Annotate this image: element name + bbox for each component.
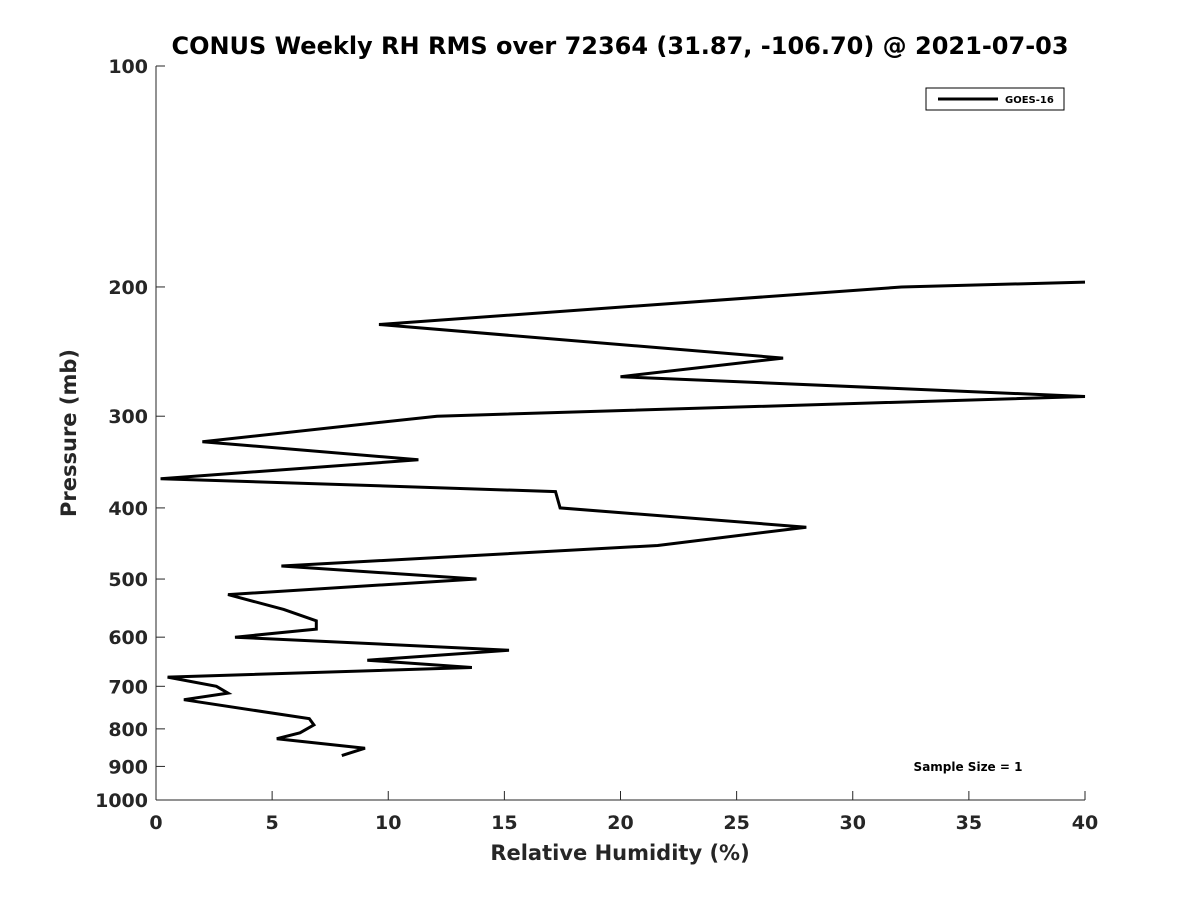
y-tick-label: 700 (108, 676, 148, 698)
y-tick-label: 1000 (95, 790, 148, 812)
x-tick-label: 0 (149, 812, 162, 834)
x-tick-label: 10 (375, 812, 401, 834)
y-tick-label: 900 (108, 756, 148, 778)
series-layer (160, 280, 1086, 758)
x-tick-label: 20 (607, 812, 633, 834)
y-tick-label: 100 (108, 56, 148, 78)
x-tick-label: 25 (723, 812, 749, 834)
y-tick-label: 600 (108, 627, 148, 649)
x-axis-label: Relative Humidity (%) (490, 841, 749, 865)
legend-label-goes-16: GOES-16 (1005, 95, 1054, 106)
y-axis-label: Pressure (mb) (57, 349, 81, 517)
legend: GOES-16 (925, 87, 1065, 111)
y-tick-label: 400 (108, 498, 148, 520)
y-tick-label: 200 (108, 277, 148, 299)
y-tick-label: 500 (108, 569, 148, 591)
sample-size-annotation: Sample Size = 1 (914, 760, 1023, 774)
x-axis-ticks: 0 5 10 15 20 25 30 35 40 (149, 791, 1098, 834)
x-tick-label: 30 (840, 812, 866, 834)
x-tick-label: 35 (956, 812, 982, 834)
x-tick-label: 5 (266, 812, 279, 834)
y-tick-label: 800 (108, 719, 148, 741)
x-tick-label: 40 (1072, 812, 1098, 834)
y-axis-ticks: 100 200 300 400 500 600 700 800 900 1000 (95, 56, 165, 812)
x-tick-label: 15 (491, 812, 517, 834)
y-tick-label: 300 (108, 406, 148, 428)
chart-title: CONUS Weekly RH RMS over 72364 (31.87, -… (171, 32, 1068, 60)
series-line-goes-16 (160, 280, 1086, 758)
